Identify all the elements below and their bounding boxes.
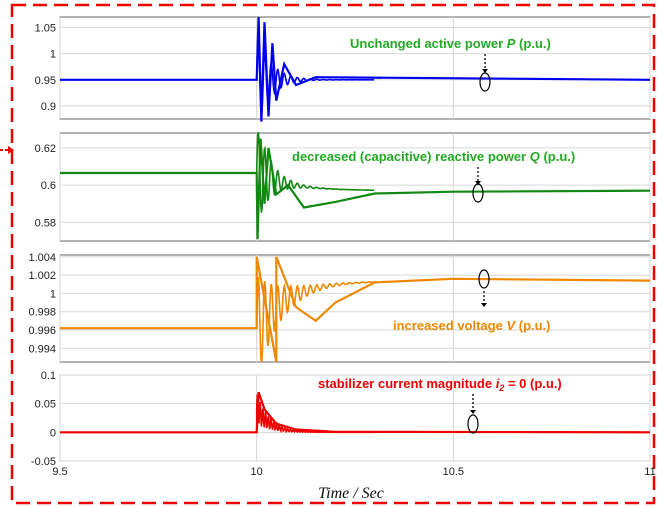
marker-ellipse [467, 414, 479, 434]
y-tick-label: 0.9 [41, 101, 56, 113]
marker-ellipse [472, 183, 484, 203]
panel-V: 0.994 0.996 0.998 1 1.002 1.004 increased volt… [28, 252, 651, 363]
series-line [60, 16, 651, 122]
y-tick-label: 0.996 [28, 325, 56, 337]
y-tick-label: 0 [50, 427, 56, 439]
panel-Q: 0.58 0.6 0.62 decreased (capacitive) reacti… [35, 132, 651, 242]
annotation-label: Unchanged active power P (p.u.) [350, 36, 551, 51]
arrow-head [475, 181, 481, 185]
series-oscillation [255, 276, 375, 363]
annotation-text: Unchanged active power [350, 36, 507, 51]
plot-area [59, 254, 651, 363]
plot-area [59, 132, 651, 242]
marker-ellipse [478, 269, 490, 289]
y-tick-label: 0.58 [35, 217, 56, 229]
y-tick-label: 1 [50, 49, 56, 61]
annotation-var: V [506, 318, 516, 333]
frame-arrow [0, 146, 14, 154]
x-tick-label: 10.5 [443, 466, 464, 478]
y-tick-label: 0.6 [41, 180, 56, 192]
y-tick-label: 1 [50, 288, 56, 300]
y-tick-label: 1.002 [28, 270, 56, 282]
series-oscillation [255, 132, 375, 213]
arrow-head [470, 410, 476, 414]
highlight-frame [10, 3, 656, 505]
arrow-head [482, 69, 488, 73]
panel-P: 0.9 0.95 1 1.05 Unchanged active power P (p.… [35, 16, 651, 122]
annotation-unit: (p.u.) [540, 149, 575, 164]
y-tick-label: 0.95 [35, 75, 56, 87]
annotation-var: i [496, 376, 500, 391]
annotation-label: decreased (capacitive) reactive power Q … [292, 149, 575, 164]
y-tick-label: 0.998 [28, 307, 56, 319]
x-tick-label: 10 [251, 466, 263, 478]
annotation-var: Q [530, 149, 540, 164]
annotation-label: stabilizer current magnitude i2 = 0 (p.u… [318, 376, 562, 393]
annotation-var: P [507, 36, 516, 51]
annotation-label: increased voltage V (p.u.) [393, 318, 551, 333]
y-tick-label: 0.994 [28, 343, 56, 355]
annotation-text: increased voltage [393, 318, 506, 333]
marker-ellipse [479, 72, 491, 92]
y-tick-label: 0.05 [35, 399, 56, 411]
series-line [60, 138, 651, 240]
x-axis-label: Time / Sec [318, 485, 384, 502]
series-oscillation [255, 35, 375, 116]
annotation-unit: (p.u.) [515, 318, 550, 333]
y-tick-label: -0.05 [31, 456, 56, 468]
annotation-text: stabilizer current magnitude [318, 376, 496, 391]
y-tick-label: 1.05 [35, 22, 56, 34]
annotation-text: decreased (capacitive) reactive power [292, 149, 530, 164]
series-line [60, 256, 651, 363]
series-oscillation [255, 394, 375, 434]
x-tick-label: 9.5 [52, 466, 67, 478]
annotation-unit: (p.u.) [515, 36, 550, 51]
annotation-unit: = 0 (p.u.) [504, 376, 561, 391]
annotation-sub: 2 [498, 383, 504, 393]
x-tick-label: 11 [644, 466, 655, 478]
plot-area [59, 16, 651, 120]
arrow-head [481, 303, 487, 307]
panel-i2: -0.05 0 0.05 0.1 stabilizer current magnitud… [31, 370, 651, 468]
y-tick-label: 0.1 [41, 370, 56, 382]
y-tick-label: 0.62 [35, 143, 56, 155]
y-tick-label: 1.004 [28, 252, 56, 264]
